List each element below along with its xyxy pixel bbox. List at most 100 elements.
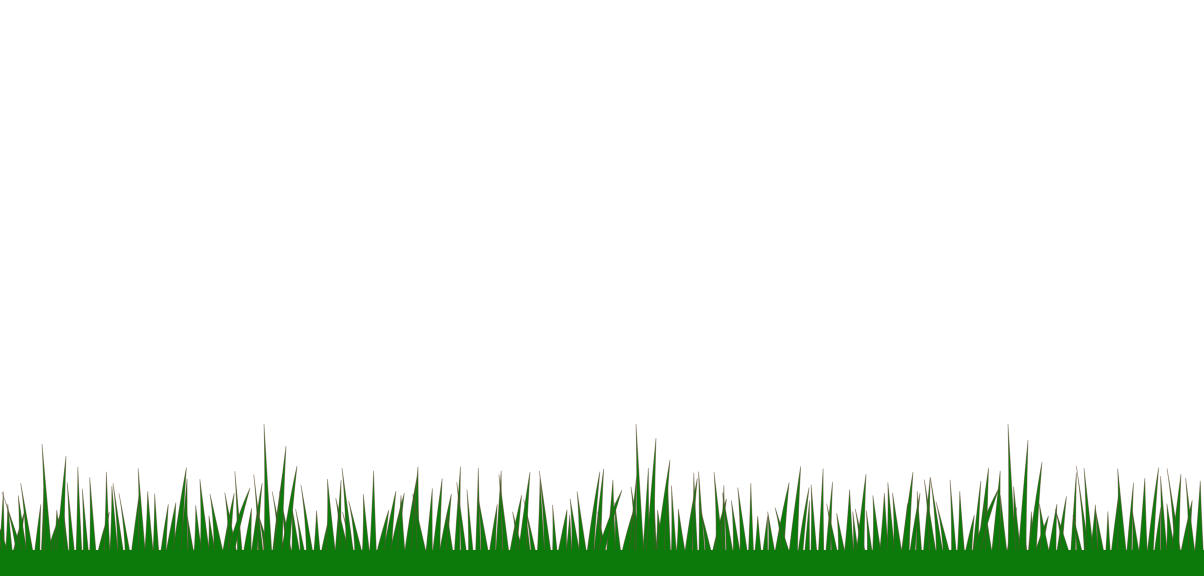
grass-blade: [810, 484, 818, 557]
grass-blade: [325, 479, 337, 557]
grass-blade: [112, 483, 125, 557]
grass-blade: [1126, 482, 1134, 557]
grass-blade: [81, 488, 90, 557]
grass-blade: [103, 471, 111, 557]
grass-ground-strip: [0, 550, 1204, 576]
grass-blade: [774, 507, 792, 557]
grass-blade: [295, 509, 306, 557]
grass-blade: [956, 491, 966, 557]
grass-blade: [698, 471, 706, 557]
grass-blade: [369, 470, 377, 557]
grass-blade: [803, 500, 811, 557]
grass-blade: [675, 508, 687, 557]
grass-blade: [1047, 503, 1058, 557]
grass-blade: [425, 488, 433, 557]
grass-blade: [761, 515, 769, 557]
grass-blade: [998, 495, 1008, 557]
grass-blade: [595, 489, 623, 557]
grass-blade: [1017, 439, 1029, 557]
grass-blade: [209, 493, 225, 557]
grass-blade: [159, 504, 169, 557]
grass-blade: [930, 478, 944, 557]
grass-blade: [670, 485, 678, 557]
grass-blade: [1007, 423, 1017, 557]
grass-blade: [186, 514, 195, 557]
grass-blade: [737, 487, 749, 557]
grass-blade: [453, 466, 461, 557]
grass-blade: [445, 513, 455, 557]
grass-blade: [1070, 472, 1077, 557]
grass-blade: [498, 474, 510, 557]
grass-blade: [225, 487, 251, 557]
grass-blade: [118, 493, 132, 557]
grass-blade: [586, 471, 601, 557]
grass-blade: [474, 468, 482, 557]
grass-blade: [488, 504, 498, 557]
grass-blade: [361, 493, 371, 557]
grass-blade: [466, 489, 474, 557]
grass-blade: [1054, 509, 1071, 557]
grass-blade: [865, 510, 874, 557]
grass-blade: [722, 492, 735, 557]
grass-blade: [1146, 467, 1160, 557]
grass-blade: [75, 466, 83, 557]
grass-blade: [341, 467, 355, 557]
grass-blade: [698, 503, 713, 557]
grass-blade: [970, 487, 1000, 557]
grass-blade: [569, 498, 581, 557]
grass-blade: [412, 493, 428, 557]
grass-blade: [552, 504, 559, 557]
grass-blade: [915, 491, 923, 557]
grass-blade: [300, 484, 314, 557]
grass-blade: [691, 472, 699, 557]
grass-blade: [1185, 477, 1196, 557]
grass-blade: [796, 487, 810, 557]
grass-blade: [1095, 509, 1106, 557]
grass-blade: [753, 515, 763, 557]
grass-blade: [855, 473, 867, 557]
grass-blade: [655, 459, 671, 557]
grass-blade: [66, 482, 76, 557]
grass-blade: [892, 492, 903, 557]
grass-blade: [713, 471, 725, 557]
grass-blade: [826, 503, 839, 557]
grass-blade: [730, 500, 742, 557]
grass-blade: [0, 527, 11, 557]
grass-blade: [836, 513, 847, 557]
grass-blade: [396, 495, 406, 557]
grass-blade: [747, 482, 755, 557]
grass-blade: [935, 501, 952, 557]
grass-blade: [273, 445, 287, 557]
grass-blade: [900, 471, 914, 557]
grass-blade: [477, 496, 490, 557]
grass-blade: [55, 455, 67, 557]
grass-blade: [242, 508, 252, 557]
grass-blade: [143, 491, 155, 557]
grass-blade: [41, 443, 53, 557]
grass-blade: [767, 511, 777, 557]
grass-blade: [1027, 461, 1043, 557]
grass-blade: [1105, 511, 1111, 557]
grass-blade: [199, 479, 211, 557]
grass-blade: [1131, 509, 1141, 557]
grass-blades: [0, 423, 1204, 557]
grass-blade: [517, 471, 531, 557]
grass-blade: [137, 468, 147, 557]
grass-blade: [645, 437, 657, 557]
grass-blade: [1194, 480, 1204, 557]
grass-blade: [1138, 478, 1148, 557]
grass-blade: [20, 483, 35, 557]
grass-blade: [872, 495, 883, 557]
grass-blade: [1083, 467, 1095, 557]
grass-blade: [1170, 473, 1182, 557]
grass-blade: [263, 423, 273, 557]
grass-blade: [963, 515, 975, 557]
grass-blade: [576, 491, 588, 557]
grass-blade: [109, 485, 119, 557]
grass-blade: [984, 504, 993, 557]
grass-blade: [817, 468, 825, 557]
grass-blade: [1160, 476, 1168, 557]
grass-blade: [313, 510, 321, 557]
